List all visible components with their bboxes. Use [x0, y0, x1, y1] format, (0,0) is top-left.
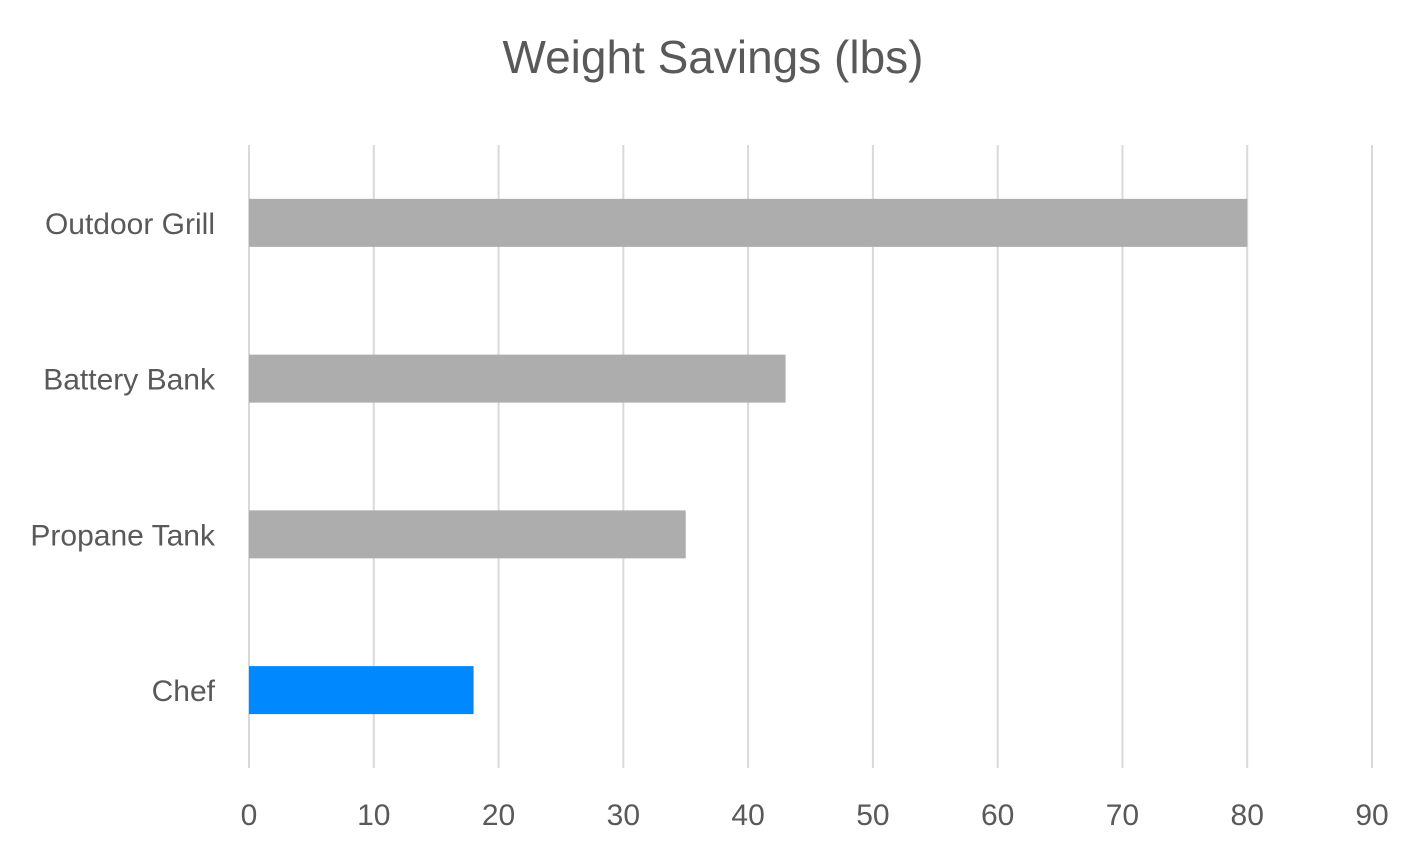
x-tick-label: 0: [241, 799, 258, 832]
x-tick-label: 60: [981, 799, 1014, 832]
x-tick-label: 20: [482, 799, 515, 832]
category-label: Outdoor Grill: [45, 208, 215, 241]
category-labels: Outdoor Grill Battery Bank Propane Tank Che…: [30, 208, 216, 708]
x-tick-label: 80: [1231, 799, 1264, 832]
x-tick-label: 70: [1106, 799, 1139, 832]
x-tick-label: 30: [607, 799, 640, 832]
category-label: Battery Bank: [43, 364, 216, 397]
x-tick-label: 40: [731, 799, 764, 832]
bar-battery-bank: [249, 354, 786, 403]
bars: [249, 198, 1248, 715]
x-tick-label: 90: [1355, 799, 1388, 832]
category-label: Propane Tank: [30, 519, 216, 552]
gridlines: [248, 145, 1373, 768]
bar-propane-tank: [249, 510, 686, 559]
chart-title: Weight Savings (lbs): [502, 31, 924, 83]
x-axis-tick-labels: 0 10 20 30 40 50 60 70 80 90: [241, 799, 1389, 832]
x-tick-label: 50: [856, 799, 889, 832]
bar-outdoor-grill: [249, 198, 1248, 247]
bar-chef: [249, 666, 474, 715]
category-label: Chef: [152, 675, 216, 708]
x-tick-label: 10: [357, 799, 390, 832]
